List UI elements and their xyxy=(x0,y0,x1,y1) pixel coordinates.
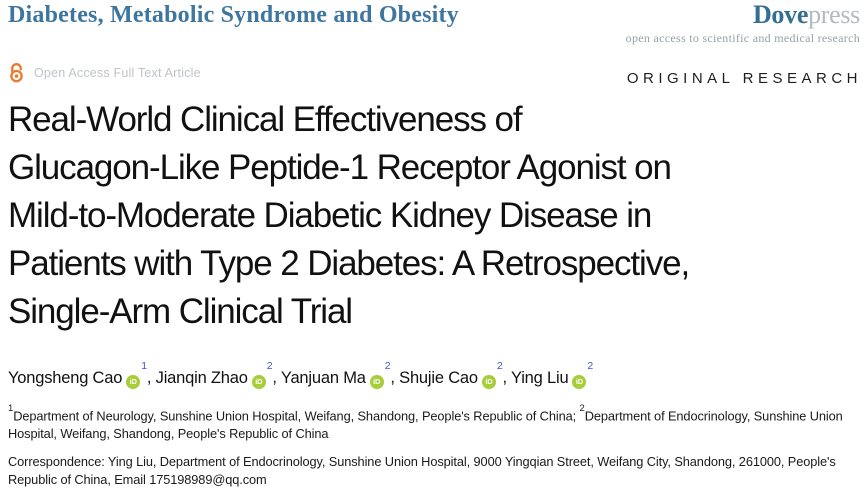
journal-name-link[interactable]: Diabetes, Metabolic Syndrome and Obesity xyxy=(8,2,459,28)
author: Yanjuan Ma iD2 xyxy=(280,360,391,389)
author: Shujie Cao iD2 xyxy=(399,360,503,389)
affiliation-text: Department of Endocrinology, Sunshine Un… xyxy=(8,408,843,441)
author-separator: , xyxy=(272,368,281,387)
author: Ying Liu iD2 xyxy=(511,360,593,389)
logo-dove-text: Dove xyxy=(752,0,809,29)
author-separator: , xyxy=(390,368,400,387)
publisher-tagline: open access to scientific and medical re… xyxy=(625,31,860,45)
author: Jianqin Zhao iD2 xyxy=(155,360,273,389)
orcid-icon[interactable]: iD xyxy=(572,374,587,389)
author-separator: , xyxy=(146,368,156,387)
orcid-icon[interactable]: iD xyxy=(369,374,384,389)
open-access-lock-icon xyxy=(8,62,25,83)
orcid-icon[interactable]: iD xyxy=(126,374,141,389)
article-type-label: ORIGINAL RESEARCH xyxy=(626,70,862,87)
author-name: Ying Liu xyxy=(511,368,569,387)
dovepress-logo[interactable]: Dovepress xyxy=(753,0,860,30)
author-name: Yongsheng Cao xyxy=(8,368,123,387)
affiliation-sup: 1 xyxy=(8,403,14,414)
orcid-icon[interactable]: iD xyxy=(481,374,496,389)
correspondence-email-link[interactable]: 175198989@qq.com xyxy=(149,471,267,487)
author-affiliation-sup: 2 xyxy=(266,360,273,372)
author-list: Yongsheng Cao iD1, Jianqin Zhao iD2, Yanju… xyxy=(8,358,848,393)
affiliation-text: Department of Neurology, Sunshine Union … xyxy=(13,408,573,424)
author-separator: , xyxy=(502,368,511,387)
author-affiliation-sup: 1 xyxy=(141,360,147,372)
logo-press-text: press xyxy=(808,0,860,29)
author-name: Shujie Cao xyxy=(399,368,478,387)
author-name: Yanjuan Ma xyxy=(280,368,366,387)
author-affiliation-sup: 2 xyxy=(587,360,594,372)
open-access-row: Open Access Full Text Article xyxy=(8,62,201,83)
correspondence: Correspondence: Ying Liu, Department of … xyxy=(8,453,860,488)
affiliation-separator: ; xyxy=(572,408,580,424)
author-affiliation-sup: 2 xyxy=(496,360,503,372)
open-access-label: Open Access Full Text Article xyxy=(34,65,201,80)
affiliation-sup: 2 xyxy=(579,403,585,414)
orcid-icon[interactable]: iD xyxy=(251,374,266,389)
affiliations: 1Department of Neurology, Sunshine Union… xyxy=(8,403,860,442)
article-title: Real-World Clinical Effectiveness of Glu… xyxy=(8,100,690,331)
author: Yongsheng Cao iD1 xyxy=(8,360,147,389)
author-name: Jianqin Zhao xyxy=(155,368,248,387)
author-affiliation-sup: 2 xyxy=(384,360,391,372)
correspondence-text: Ying Liu, Department of Endocrinology, S… xyxy=(8,454,836,487)
correspondence-label: Correspondence: xyxy=(8,454,105,469)
